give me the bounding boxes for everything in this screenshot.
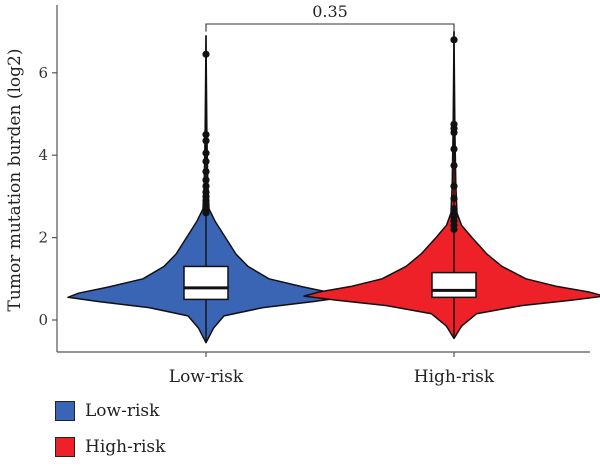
y-axis-title: Tumor mutation burden (log2) — [5, 49, 25, 312]
outlier-point — [450, 194, 458, 203]
outlier-point — [202, 209, 210, 217]
box-1 — [431, 271, 477, 299]
legend-label-high-risk: High-risk — [85, 437, 166, 457]
outlier-point — [450, 225, 458, 233]
outlier-point — [202, 168, 210, 176]
legend: Low-risk High-risk — [55, 398, 165, 470]
outlier-point — [450, 36, 458, 44]
outlier-point — [202, 176, 210, 184]
outlier-point — [202, 50, 210, 58]
y-tick-label: 0 — [38, 311, 48, 329]
y-tick-label: 6 — [38, 64, 48, 82]
legend-item-low-risk: Low-risk — [55, 398, 165, 424]
outlier-point — [450, 182, 458, 190]
y-tick-label: 2 — [38, 229, 48, 247]
x-tick-label: High-risk — [414, 367, 495, 387]
x-tick-label: Low-risk — [169, 367, 244, 387]
outlier-point — [450, 145, 458, 153]
box-0 — [183, 265, 229, 301]
legend-item-high-risk: High-risk — [55, 434, 165, 460]
outlier-point — [202, 182, 210, 190]
outlier-point — [202, 157, 210, 165]
p-value-label: 0.35 — [312, 2, 348, 21]
legend-label-low-risk: Low-risk — [85, 401, 160, 421]
violin-chart: 0 2 4 6 Low-risk High-risk Tumor mutation bur… — [5, 2, 600, 387]
plot-area: 0 2 4 6 Low-risk High-risk — [38, 5, 600, 387]
legend-swatch-low-risk — [55, 401, 75, 421]
outlier-point — [202, 137, 210, 145]
legend-swatch-high-risk — [55, 437, 75, 457]
outlier-point — [450, 128, 458, 137]
outlier-point — [450, 161, 458, 170]
y-tick-label: 4 — [38, 146, 48, 164]
comparison-bracket — [205, 23, 455, 32]
outlier-point — [202, 149, 210, 157]
outlier-point — [202, 131, 210, 139]
